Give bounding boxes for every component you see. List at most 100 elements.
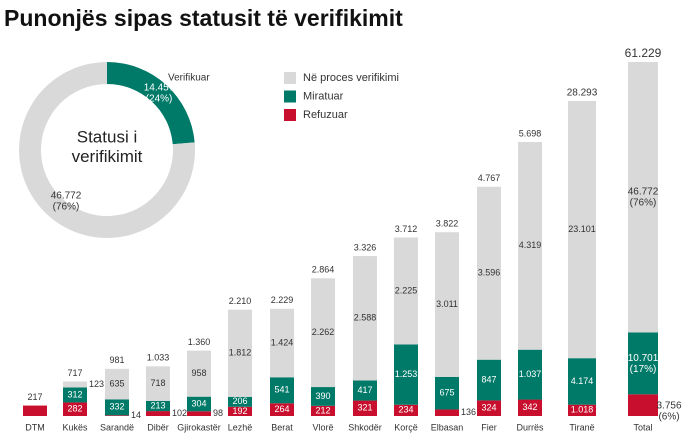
bar-value-label: 635 xyxy=(109,378,124,388)
bar-value-label: 213 xyxy=(150,400,165,410)
legend-swatch xyxy=(284,109,296,121)
bar-segment xyxy=(63,402,87,416)
bar-segment xyxy=(518,399,542,416)
bar-total-label: 28.293 xyxy=(567,88,598,99)
x-tick-label: Berat xyxy=(271,422,293,432)
bar-segment xyxy=(146,411,170,416)
bar-segment xyxy=(270,403,294,416)
bar-segment xyxy=(228,396,252,407)
bar-value-label: 417 xyxy=(357,385,372,395)
bar-segment xyxy=(435,232,459,378)
bar-value-label: 282 xyxy=(67,404,82,414)
bar-value-label: 4.319 xyxy=(519,240,542,250)
bar-value-label: 14 xyxy=(131,410,141,420)
bar-segment xyxy=(146,366,170,401)
bar-value-label: 234 xyxy=(398,405,413,415)
x-tick-label: Gjirokastër xyxy=(177,422,221,432)
bar-total-label: 1.360 xyxy=(188,337,211,347)
bar-segment xyxy=(477,400,501,416)
bar-value-label: 4.174 xyxy=(571,376,594,386)
bar-total-label: 717 xyxy=(67,368,82,378)
x-tick-label: Fier xyxy=(481,422,497,432)
x-tick-label: Durrës xyxy=(516,422,544,432)
bar-value-label: 1.037 xyxy=(519,369,542,379)
bar-total-label: 981 xyxy=(109,355,124,365)
bar-segment xyxy=(146,400,170,412)
bar-value-label: 1.812 xyxy=(229,348,252,358)
x-tick-label: Shkodër xyxy=(348,422,382,432)
bar-total-label: 2.864 xyxy=(312,265,335,275)
x-tick-label: Elbasan xyxy=(431,422,464,432)
bar-segment xyxy=(353,400,377,416)
bar-total-label: 5.698 xyxy=(519,128,542,138)
bar-segment xyxy=(270,377,294,404)
x-tick-label: Total xyxy=(633,422,652,432)
bar-segment xyxy=(105,415,129,416)
bar-segment xyxy=(628,394,658,416)
bar-segment xyxy=(477,186,501,360)
bar-segment xyxy=(394,237,418,345)
x-tick-label: Vlorë xyxy=(312,422,333,432)
bar-value-label: 304 xyxy=(191,398,206,408)
x-tick-label: Dibër xyxy=(147,422,169,432)
slice-name: Verifikuar xyxy=(168,73,210,84)
bar-segment xyxy=(477,359,501,401)
x-tick-label: Lezhë xyxy=(228,422,253,432)
bar-segment xyxy=(228,309,252,397)
bar-total-label: 2.210 xyxy=(229,296,252,306)
bar-total-label: 4.767 xyxy=(478,173,501,183)
donut-slice xyxy=(107,62,195,145)
bar-total-label: 1.033 xyxy=(147,353,170,363)
bar-segment xyxy=(394,404,418,416)
bar-value-label: 1.018 xyxy=(571,405,594,415)
bar-value-label: 206 xyxy=(232,396,247,406)
bar-segment xyxy=(518,349,542,400)
bar-segment xyxy=(628,332,658,395)
bar-segment xyxy=(63,387,87,403)
bar-value-label: 324 xyxy=(481,403,496,413)
bar-value-label: 102 xyxy=(172,408,187,418)
bar-value-label: 98 xyxy=(213,408,223,418)
bar-segment xyxy=(187,350,211,397)
bar-value-label: 3.756 (6%) xyxy=(656,400,681,422)
bar-total-label: 3.822 xyxy=(436,219,459,229)
x-tick-label: Korçë xyxy=(394,422,418,432)
bar-value-label: 675 xyxy=(439,388,454,398)
bar-segment xyxy=(568,101,596,359)
bar-segment xyxy=(435,409,459,416)
bar-value-label: 332 xyxy=(109,402,124,412)
bar-value-label: 212 xyxy=(315,405,330,415)
x-tick-label: DTM xyxy=(25,422,45,432)
bar-segment xyxy=(228,406,252,416)
x-tick-label: Kukës xyxy=(62,422,88,432)
bar-value-label: 2.262 xyxy=(312,327,335,337)
bar-segment xyxy=(63,381,87,388)
bar-segment xyxy=(23,405,47,416)
legend-label: Refuzuar xyxy=(303,109,348,121)
bar-segment xyxy=(435,377,459,410)
bar-segment xyxy=(568,358,596,405)
bar-value-label: 1.253 xyxy=(395,369,418,379)
bar-segment xyxy=(187,396,211,412)
bar-value-label: 10.701 (17%) xyxy=(628,352,659,374)
bar-segment xyxy=(270,308,294,378)
bar-segment xyxy=(105,368,129,400)
bar-value-label: 390 xyxy=(315,391,330,401)
bar-segment xyxy=(353,256,377,381)
bar-value-label: 321 xyxy=(357,403,372,413)
bar-value-label: 264 xyxy=(274,404,289,414)
bar-segment xyxy=(518,142,542,350)
bar-segment xyxy=(628,62,658,333)
bar-total-label: 217 xyxy=(27,392,42,402)
bar-value-label: 123 xyxy=(89,379,104,389)
bar-segment xyxy=(394,344,418,405)
bar-segment xyxy=(105,399,129,416)
slice-label: 14.457 (24%) xyxy=(144,82,175,104)
donut-center-label: Statusi i verifikimit xyxy=(72,128,143,167)
bar-value-label: 718 xyxy=(150,378,165,388)
bar-value-label: 136 xyxy=(461,407,476,417)
bar-total-label: 2.229 xyxy=(271,295,294,305)
bar-segment xyxy=(187,411,211,416)
legend-label: Miratuar xyxy=(303,90,344,102)
